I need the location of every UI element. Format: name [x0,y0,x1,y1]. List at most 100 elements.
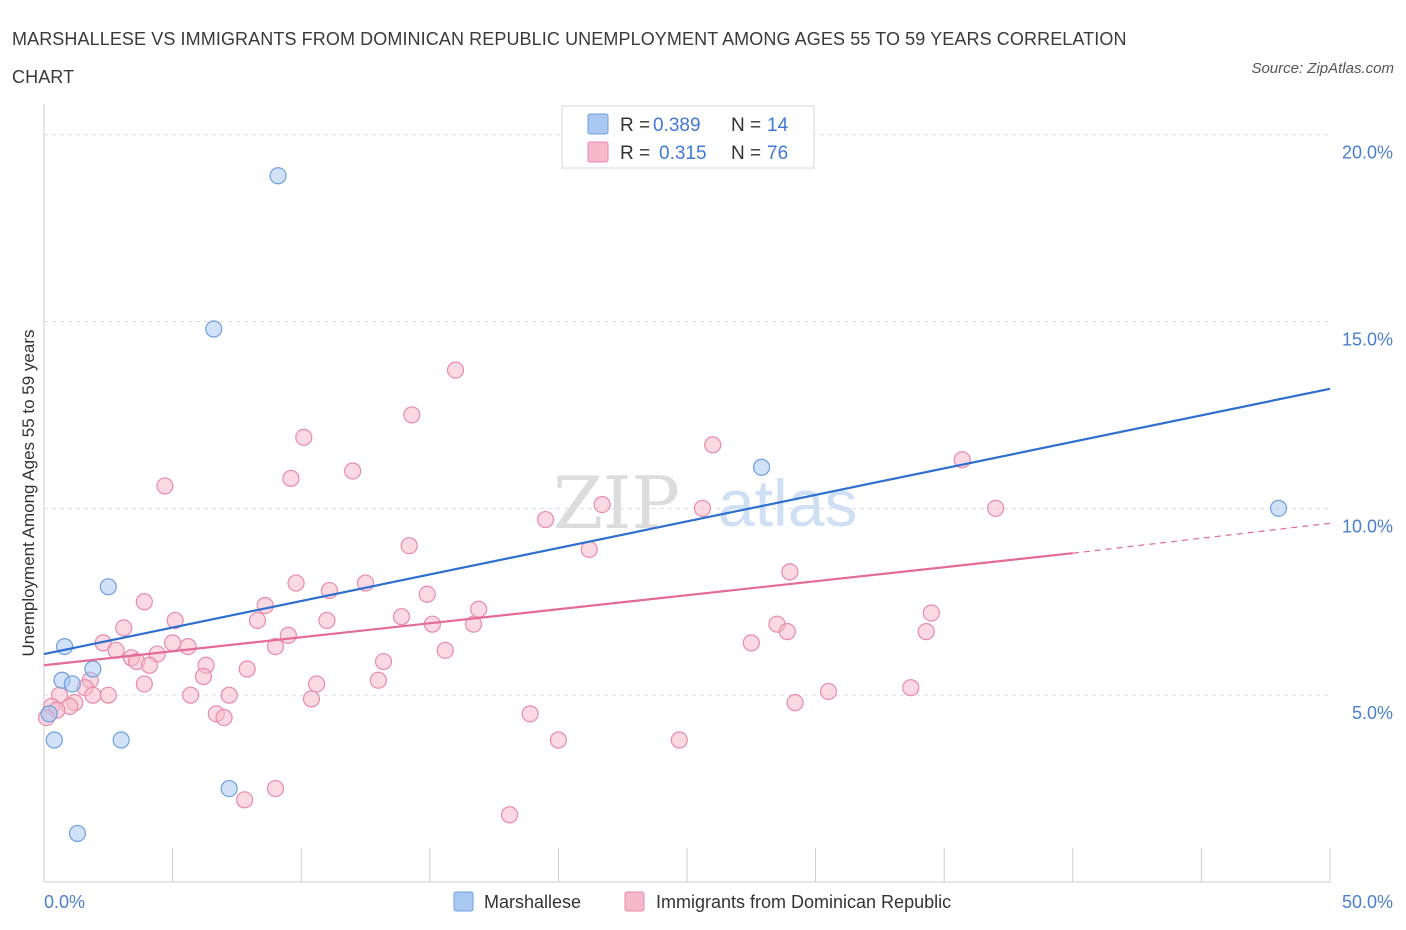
legend-r-label: R = [620,143,650,164]
data-point [135,675,153,693]
data-point [295,428,313,446]
data-point [179,637,197,656]
source-credit: Source: ZipAtlas.com [1251,60,1394,77]
data-point [670,731,688,749]
data-point [182,686,200,704]
data-point [282,469,300,488]
gridlines [44,134,1330,696]
bottom-legend-label-marshallese: Marshallese [484,892,581,912]
y-axis-label: Unemployment Among Ages 55 to 59 years [19,330,38,657]
data-point [269,167,287,185]
data-point [436,641,454,659]
data-point [819,682,838,701]
data-point [164,634,182,652]
data-point [156,477,174,495]
y-tick-label: 5.0% [1352,703,1393,723]
axes [43,104,1330,883]
data-point [752,458,771,476]
data-point [902,679,920,697]
x-ticks [172,848,1331,882]
top-legend: R = 0.389 N = 14 R = 0.315 N = 76 [561,105,815,169]
bottom-legend-swatch-dominican [624,891,645,912]
watermark-atlas: atlas [718,466,857,540]
legend-r-label: R = [620,115,650,136]
trend-lines [43,387,1331,667]
legend-r-value: 0.389 [653,115,701,136]
data-point [369,671,387,689]
y-tick-label: 20.0% [1342,143,1393,163]
data-point [266,779,285,798]
data-point [742,634,760,652]
data-point [987,499,1005,517]
data-point [922,604,940,622]
data-point [418,585,436,603]
data-point [1269,499,1288,517]
data-point [220,686,238,704]
bottom-legend: Marshallese Immigrants from Dominican Re… [453,891,951,912]
data-point [63,675,81,693]
data-point [194,667,213,686]
data-point [266,637,285,656]
data-point [256,596,274,615]
series-marshallese-points [40,167,1288,843]
data-point [549,731,568,749]
legend-n-value: 76 [767,143,788,164]
data-point [536,510,555,529]
data-point [140,656,159,674]
data-point [55,637,74,656]
data-point [693,499,712,517]
trend-line-dominican-extension [1072,522,1331,554]
data-point [786,694,804,712]
data-point [302,690,321,708]
bottom-legend-label-dominican: Immigrants from Dominican Republic [656,892,951,912]
y-tick-labels: 5.0% 10.0% 15.0% 20.0% [1342,143,1393,723]
data-point [220,779,238,798]
data-point [135,593,153,611]
trend-line-marshallese [43,387,1331,656]
data-point [470,600,488,618]
data-point [248,611,267,630]
data-point [374,652,393,671]
x-tick-label-min: 0.0% [44,892,85,912]
chart-title: MARSHALLESE VS IMMIGRANTS FROM DOMINICAN… [12,29,1127,87]
data-point [99,686,117,704]
data-point [68,824,87,843]
legend-swatch-dominican [587,141,609,163]
data-point [308,675,326,693]
data-point [166,611,184,630]
data-point [112,731,130,749]
data-point [84,686,102,704]
legend-r-value: 0.315 [659,143,707,164]
data-point [215,708,233,727]
series-dominican-points [37,361,1005,824]
data-point [205,320,223,338]
data-point [40,705,58,723]
data-point [521,705,539,723]
data-point [99,578,117,596]
data-point [84,660,102,678]
bottom-legend-swatch-marshallese [453,891,474,912]
data-point [115,619,133,637]
y-tick-label: 15.0% [1342,330,1393,350]
trend-line-dominican [43,552,1073,667]
legend-swatch-marshallese [587,113,609,135]
data-point [45,731,63,749]
data-point [500,806,519,824]
legend-n-value: 14 [767,115,789,136]
x-tick-label-max: 50.0% [1342,892,1393,912]
data-point [704,436,722,454]
legend-n-label: N = [731,115,761,136]
data-point [236,791,254,809]
data-point [344,462,362,480]
data-point [464,615,483,633]
data-point [403,406,421,424]
y-tick-label: 10.0% [1342,516,1393,536]
data-point [392,608,411,626]
data-point [446,361,465,379]
legend-n-label: N = [731,143,761,164]
data-point [318,611,336,630]
data-point [917,623,935,641]
data-point [593,496,611,514]
data-point [238,660,256,678]
